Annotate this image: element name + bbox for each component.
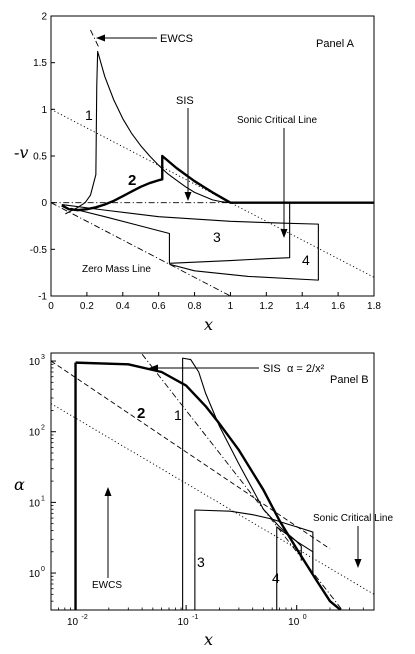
panel-b-frame bbox=[50, 352, 375, 611]
panel-b-series bbox=[51, 353, 374, 610]
curve-label-1-b: 1 bbox=[174, 407, 182, 423]
panel-b-ytick-label: 10 bbox=[29, 357, 41, 368]
annotation-sis-formula: α = 2/x² bbox=[287, 363, 325, 375]
panel-b-series-1 bbox=[141, 353, 343, 610]
panel-a-ytick-label: -1 bbox=[38, 292, 47, 303]
panel-a-xlabel: x bbox=[204, 315, 213, 334]
panel-b-ytick-exponent: 2 bbox=[41, 425, 45, 432]
annotation-ewcs-b: EWCS bbox=[92, 580, 122, 591]
panel-a-ytick-label: 2 bbox=[41, 12, 47, 23]
panel-b-series-6 bbox=[182, 357, 314, 610]
arrowhead-sis-b bbox=[149, 364, 158, 372]
panel-b-xtick-label: 10 bbox=[67, 617, 79, 628]
panel-a-xtick-label: 0.2 bbox=[80, 301, 94, 312]
panel-a-series-5 bbox=[61, 154, 374, 212]
panel-a-ylabel: -v bbox=[14, 143, 28, 162]
panel-a-axes: 0 0.2 0.4 0.6 0.8 1 1.2 1.4 1.6 1.8 -1 -0.5 0 0.5 1 1.5… bbox=[30, 12, 382, 313]
panel-a-ytick-label: 1 bbox=[41, 105, 47, 116]
curve-label-2-b: 2 bbox=[137, 405, 145, 422]
panel-a-series-3 bbox=[50, 202, 231, 297]
panel-b-ytick-label: 10 bbox=[29, 569, 41, 580]
panel-a-xtick-label: 0.4 bbox=[116, 301, 130, 312]
arrowhead-ewcs-a bbox=[96, 34, 105, 42]
panel-b-series-8 bbox=[276, 526, 302, 610]
panel-a-series bbox=[50, 29, 375, 297]
panel-b-xtick-label: 10 bbox=[178, 617, 190, 628]
curve-label-2-a: 2 bbox=[128, 172, 136, 189]
curve-label-3-a: 3 bbox=[213, 229, 221, 245]
panel-b-xtick-exponent: -1 bbox=[192, 614, 198, 621]
panel-a-ytick-label: 0.5 bbox=[33, 152, 47, 163]
panel-a-series-7 bbox=[70, 202, 291, 264]
arrowhead-sonic-a bbox=[280, 229, 288, 238]
curve-label-3-b: 3 bbox=[197, 554, 205, 570]
panel-a-xtick-label: 0.8 bbox=[188, 301, 202, 312]
panel-a-xtick-label: 0 bbox=[48, 301, 54, 312]
panel-a-series-8 bbox=[61, 203, 319, 281]
arrowhead-sonic-b bbox=[354, 559, 362, 568]
curve-label-4-b: 4 bbox=[272, 570, 280, 586]
panel-b-xlabel: x bbox=[204, 630, 213, 649]
panel-a-xtick-label: 1.4 bbox=[295, 301, 309, 312]
panel-b-xtick-exponent: -2 bbox=[82, 614, 88, 621]
panel-a-ytick-label: 1.5 bbox=[33, 58, 47, 69]
panel-b-ytick-label: 10 bbox=[29, 498, 41, 509]
panel-a: 0 0.2 0.4 0.6 0.8 1 1.2 1.4 1.6 1.8 -1 -0.5 0 0.5 1 1.5… bbox=[14, 12, 381, 335]
panel-a-ytick-label: -0.5 bbox=[30, 245, 48, 256]
panel-b-ytick-exponent: 3 bbox=[41, 354, 45, 361]
panel-b-ylabel: α bbox=[14, 475, 25, 494]
annotation-ewcs-a: EWCS bbox=[160, 33, 193, 45]
annotation-sonic-a: Sonic Critical Line bbox=[237, 115, 317, 126]
panel-b-ytick-exponent: 1 bbox=[41, 495, 45, 502]
annotation-sis-a: SIS bbox=[176, 95, 194, 107]
annotation-sis-b: SIS bbox=[263, 363, 281, 375]
panel-b-ytick-exponent: 0 bbox=[41, 566, 45, 573]
panel-b-series-2 bbox=[51, 360, 331, 550]
annotation-sonic-b: Sonic Critical Line bbox=[313, 513, 393, 524]
panel-a-xtick-label: 1.8 bbox=[367, 301, 381, 312]
curve-label-1-a: 1 bbox=[85, 107, 93, 123]
panel-b-label: Panel B bbox=[330, 374, 369, 386]
panel-a-xtick-label: 1.6 bbox=[331, 301, 345, 312]
panel-b-xtick-exponent: 0 bbox=[303, 614, 307, 621]
annotation-zero-mass: Zero Mass Line bbox=[82, 264, 151, 275]
curve-label-4-a: 4 bbox=[302, 252, 310, 268]
panel-b-series-3 bbox=[51, 403, 374, 595]
panel-a-xtick-label: 1 bbox=[228, 301, 234, 312]
panel-a-label: Panel A bbox=[316, 38, 355, 50]
panel-b-ytick-label: 10 bbox=[29, 428, 41, 439]
arrowhead-ewcs-b bbox=[104, 487, 112, 496]
panel-b: 10 -2 10 -1 10 010 010 110 210 3 x α Panel B SIS … bbox=[14, 352, 393, 649]
arrowhead-sis-a bbox=[184, 192, 192, 201]
panel-a-ytick-label: 0 bbox=[41, 198, 47, 209]
panel-a-series-6 bbox=[65, 50, 231, 215]
panel-b-xtick-label: 10 bbox=[288, 617, 300, 628]
panel-b-series-7 bbox=[194, 509, 314, 610]
panel-b-series-4 bbox=[75, 361, 342, 610]
panel-a-xtick-label: 0.6 bbox=[152, 301, 166, 312]
panel-a-series-4 bbox=[90, 29, 100, 49]
panel-a-xtick-label: 1.2 bbox=[259, 301, 273, 312]
